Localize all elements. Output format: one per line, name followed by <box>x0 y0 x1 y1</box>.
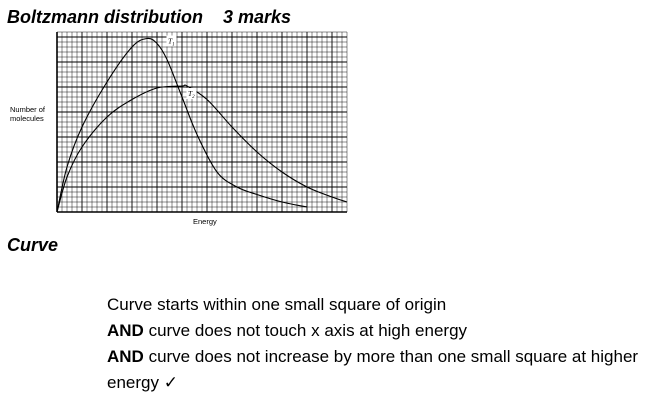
series-label-subscript: 1 <box>172 43 175 48</box>
criterion-2: AND curve does not touch x axis at high … <box>107 318 652 344</box>
chart-curves <box>56 37 348 213</box>
series-label-t2: T2 <box>188 89 195 100</box>
x-axis-label: Energy <box>193 217 217 226</box>
chart-grid <box>56 31 348 213</box>
criterion-2-keyword: AND <box>107 321 144 340</box>
marks-label: 3 marks <box>222 7 292 27</box>
series-label-t1-box <box>166 35 177 47</box>
series-label-subscript: 2 <box>192 95 195 100</box>
series-label-main: T <box>168 37 173 46</box>
marking-criteria: Curve starts within one small square of … <box>107 292 652 396</box>
criterion-1: Curve starts within one small square of … <box>107 295 447 314</box>
criterion-3: AND curve does not increase by more than… <box>107 344 652 396</box>
criterion-2-text: curve does not touch x axis at high ener… <box>143 321 468 340</box>
y-axis-label-line-2: molecules <box>10 114 44 123</box>
criterion-3-text: curve does not increase by more than one… <box>107 347 639 392</box>
section-title: Curve <box>7 235 59 255</box>
heading-title: Boltzmann distribution <box>7 7 203 27</box>
series-label-t1: T1 <box>168 37 175 48</box>
series-label-main: T <box>188 89 193 98</box>
criterion-3-keyword: AND <box>107 347 144 366</box>
y-axis-label-line-1: Number of <box>10 105 46 114</box>
page-heading: Boltzmann distribution 3 marks <box>7 7 291 28</box>
curve-t1 <box>56 37 308 213</box>
series-label-t2-box <box>186 88 197 99</box>
curve-t2 <box>56 84 348 213</box>
chart-axes <box>56 32 347 213</box>
